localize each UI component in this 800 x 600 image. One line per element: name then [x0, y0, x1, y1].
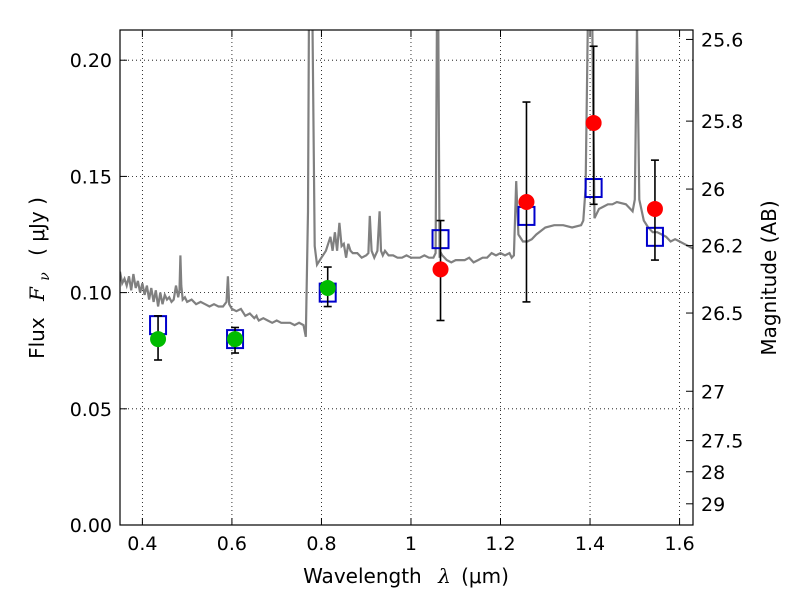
plot-area [120, 30, 693, 361]
observed-points-series [150, 114, 663, 348]
y-tick-label-3: 0.15 [70, 166, 112, 188]
x-tick-label-2: 0.8 [306, 533, 336, 555]
x-tick-label-5: 1.4 [575, 533, 605, 555]
observed-point-nir-2 [585, 114, 602, 131]
x-tick-label-0: 0.4 [127, 533, 157, 555]
right-tick-label-3: 26.2 [701, 236, 743, 258]
x-axis-ticks: 0.4 0.6 0.8 1 1.2 1.4 1.6 [127, 30, 695, 555]
x-axis-title-prefix: Wavelength [303, 564, 422, 588]
right-tick-label-7: 28 [701, 462, 725, 484]
right-tick-label-8: 29 [701, 494, 725, 516]
plot-frame [119, 29, 694, 526]
y-axis-ticks: 0.00 0.05 0.10 0.15 0.20 [70, 50, 127, 537]
y-tick-label-4: 0.20 [70, 50, 112, 72]
observed-point-nir-1 [518, 193, 535, 210]
observed-point-nir-0 [432, 261, 449, 278]
model-spectrum-line [120, 30, 693, 338]
y-axis-title-symbol: F [25, 286, 49, 302]
y-axis-title-subscript: ν [37, 272, 53, 281]
right-tick-label-4: 26.5 [701, 303, 743, 325]
x-tick-label-3: 1 [405, 533, 417, 555]
x-axis-title-unit: (μm) [461, 564, 509, 588]
y-axis-title-prefix: Flux [25, 317, 49, 359]
right-tick-label-2: 26 [701, 179, 725, 201]
y-tick-label-2: 0.10 [70, 283, 112, 305]
errorbar-series [154, 45, 659, 361]
y-axis-title: Flux F ν ( μJy ) [25, 197, 54, 359]
right-tick-label-5: 27 [701, 381, 725, 403]
x-axis-title-symbol: λ [437, 564, 451, 588]
y-tick-label-0: 0.00 [70, 515, 112, 537]
x-tick-label-6: 1.6 [664, 533, 694, 555]
model-photometry-series [149, 178, 664, 350]
x-tick-label-1: 0.6 [217, 533, 247, 555]
observed-point-optical-1 [227, 331, 244, 348]
observed-point-optical-0 [150, 331, 167, 348]
observed-point-nir-3 [646, 200, 663, 217]
right-tick-label-1: 25.8 [701, 111, 743, 133]
right-tick-label-6: 27.5 [701, 431, 743, 453]
grid [120, 30, 693, 526]
x-tick-label-4: 1.2 [485, 533, 515, 555]
y-axis-title-unit: ( μJy ) [25, 197, 49, 256]
right-axis-title: Magnitude (AB) [757, 200, 781, 355]
observed-point-optical-2 [319, 279, 336, 296]
right-tick-label-0: 25.6 [701, 29, 743, 51]
right-axis-ticks: 25.6 25.8 26 26.2 26.5 27 27.5 28 29 [686, 29, 743, 516]
y-tick-label-1: 0.05 [70, 399, 112, 421]
x-axis-title: Wavelength λ (μm) [303, 564, 509, 588]
